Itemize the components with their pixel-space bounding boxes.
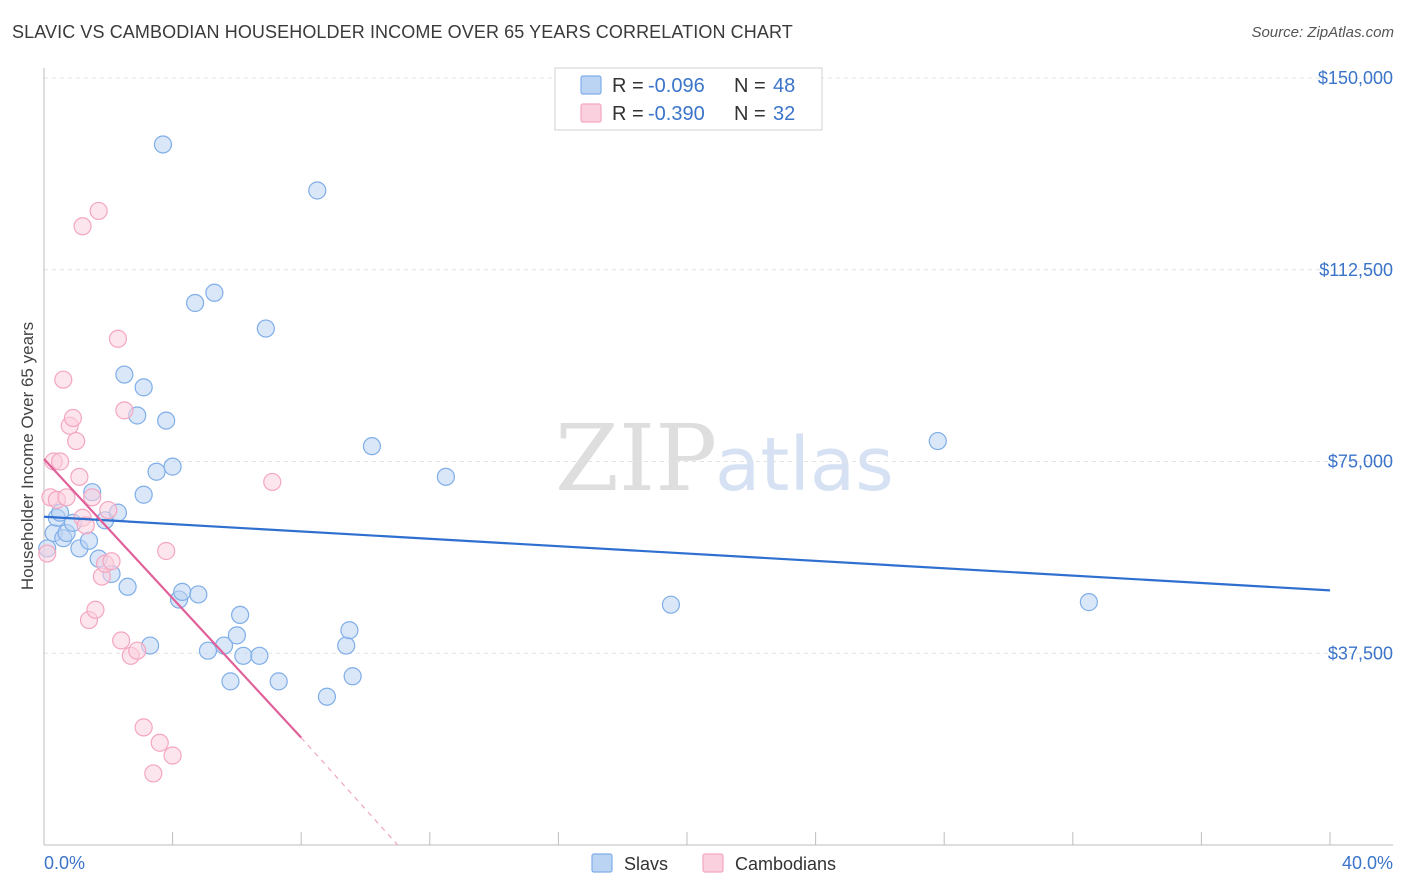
watermark-atlas: atlas <box>715 422 894 508</box>
slavs-point <box>308 181 327 200</box>
cambodians-point <box>76 516 95 535</box>
x-tick-label-max: 40.0% <box>1342 853 1393 873</box>
slavs-point <box>231 605 250 625</box>
cambodians-point <box>83 488 102 507</box>
slavs-point <box>153 135 173 154</box>
slavs-point <box>337 636 356 655</box>
cambodians-point <box>70 467 89 486</box>
slavs-point <box>436 467 455 486</box>
legend-r-label-slavs: R = <box>612 75 644 97</box>
cambodians-point <box>144 764 163 783</box>
cambodians-point <box>67 431 86 451</box>
legend-swatch-cambodians <box>580 103 602 123</box>
stats-legend: R = -0.096 N = 48 R = -0.390 N = 32 <box>554 67 823 131</box>
slavs-point <box>269 672 288 691</box>
slavs-point <box>186 293 205 313</box>
slavs-point <box>234 646 253 665</box>
slavs-point <box>205 283 224 302</box>
source-credit: Source: ZipAtlas.com <box>1251 24 1394 41</box>
slavs-point <box>198 641 218 660</box>
legend-r-value-cambodians: -0.390 <box>648 103 705 125</box>
cambodians-point <box>128 641 147 660</box>
chart-title: SLAVIC VS CAMBODIAN HOUSEHOLDER INCOME O… <box>12 22 793 42</box>
y-tick-label: $112,500 <box>1319 260 1393 280</box>
slavs-point <box>343 667 362 686</box>
cambodians-point <box>102 552 121 571</box>
bottom-legend-label-cambodians: Cambodians <box>735 854 836 874</box>
slavs-point <box>317 687 337 706</box>
slavs-point <box>147 462 166 481</box>
slavs-point <box>173 582 192 601</box>
cambodians-point <box>150 733 169 752</box>
series-legend: Slavs Cambodians <box>591 853 836 874</box>
trend-lines <box>43 458 1331 846</box>
slavs-point <box>362 437 382 456</box>
cambodians-trend-line <box>43 458 303 739</box>
slavs-point <box>189 585 208 604</box>
x-axis-ticks <box>172 832 1331 845</box>
cambodians-point <box>134 718 153 737</box>
y-tick-label: $75,000 <box>1328 452 1393 472</box>
slavs-point <box>157 411 176 430</box>
bottom-legend-swatch-slavs <box>591 853 613 873</box>
bottom-legend-label-slavs: Slavs <box>624 854 668 874</box>
slavs-point <box>340 621 359 640</box>
gridlines <box>44 77 1393 654</box>
slavs-point <box>256 319 275 338</box>
legend-n-label-cambodians: N = <box>734 103 766 125</box>
cambodians-point <box>263 472 282 492</box>
cambodians-point <box>63 408 83 428</box>
watermark: ZIP atlas <box>555 405 894 512</box>
slavs-point <box>134 485 153 504</box>
cambodians-point <box>86 600 105 619</box>
y-tick-labels: $37,500 $75,000 $112,500 $150,000 <box>1318 68 1393 663</box>
cambodians-point <box>157 541 176 561</box>
cambodians-point <box>108 329 128 348</box>
slavs-point <box>118 577 137 596</box>
cambodians-point <box>57 488 76 507</box>
slavs-point <box>115 365 134 384</box>
y-tick-label: $150,000 <box>1318 68 1393 88</box>
cambodians-trend-extension <box>300 737 399 846</box>
slavs-point <box>928 431 947 451</box>
slavs-point <box>79 531 99 550</box>
cambodians-point <box>73 217 92 236</box>
slavs-point <box>163 457 182 476</box>
slavs-point <box>661 595 681 614</box>
bottom-legend-swatch-cambodians <box>702 853 724 873</box>
cambodians-point <box>112 631 131 650</box>
slavs-point <box>1079 593 1098 612</box>
series-cambodians-points <box>38 201 282 783</box>
legend-n-value-slavs: 48 <box>773 75 795 97</box>
slavs-trend-line <box>43 515 1331 592</box>
cambodians-point <box>50 452 70 471</box>
slavs-point <box>134 378 153 397</box>
legend-swatch-slavs <box>580 75 602 95</box>
y-tick-label: $37,500 <box>1328 643 1393 663</box>
cambodians-point <box>99 500 118 520</box>
legend-r-label-cambodians: R = <box>612 103 644 125</box>
slavs-point <box>221 672 240 691</box>
slavs-point <box>250 646 269 665</box>
legend-n-value-cambodians: 32 <box>773 103 795 125</box>
cambodians-point <box>163 746 182 765</box>
cambodians-point <box>38 544 57 563</box>
cambodians-point <box>115 401 134 420</box>
cambodians-point <box>89 201 108 221</box>
x-tick-label-min: 0.0% <box>44 853 85 873</box>
watermark-zip: ZIP <box>555 405 717 512</box>
legend-n-label-slavs: N = <box>734 75 766 97</box>
y-axis-title: Householder Income Over 65 years <box>18 322 37 590</box>
slavs-point <box>227 626 246 645</box>
legend-r-value-slavs: -0.096 <box>648 75 705 97</box>
cambodians-point <box>54 370 73 389</box>
